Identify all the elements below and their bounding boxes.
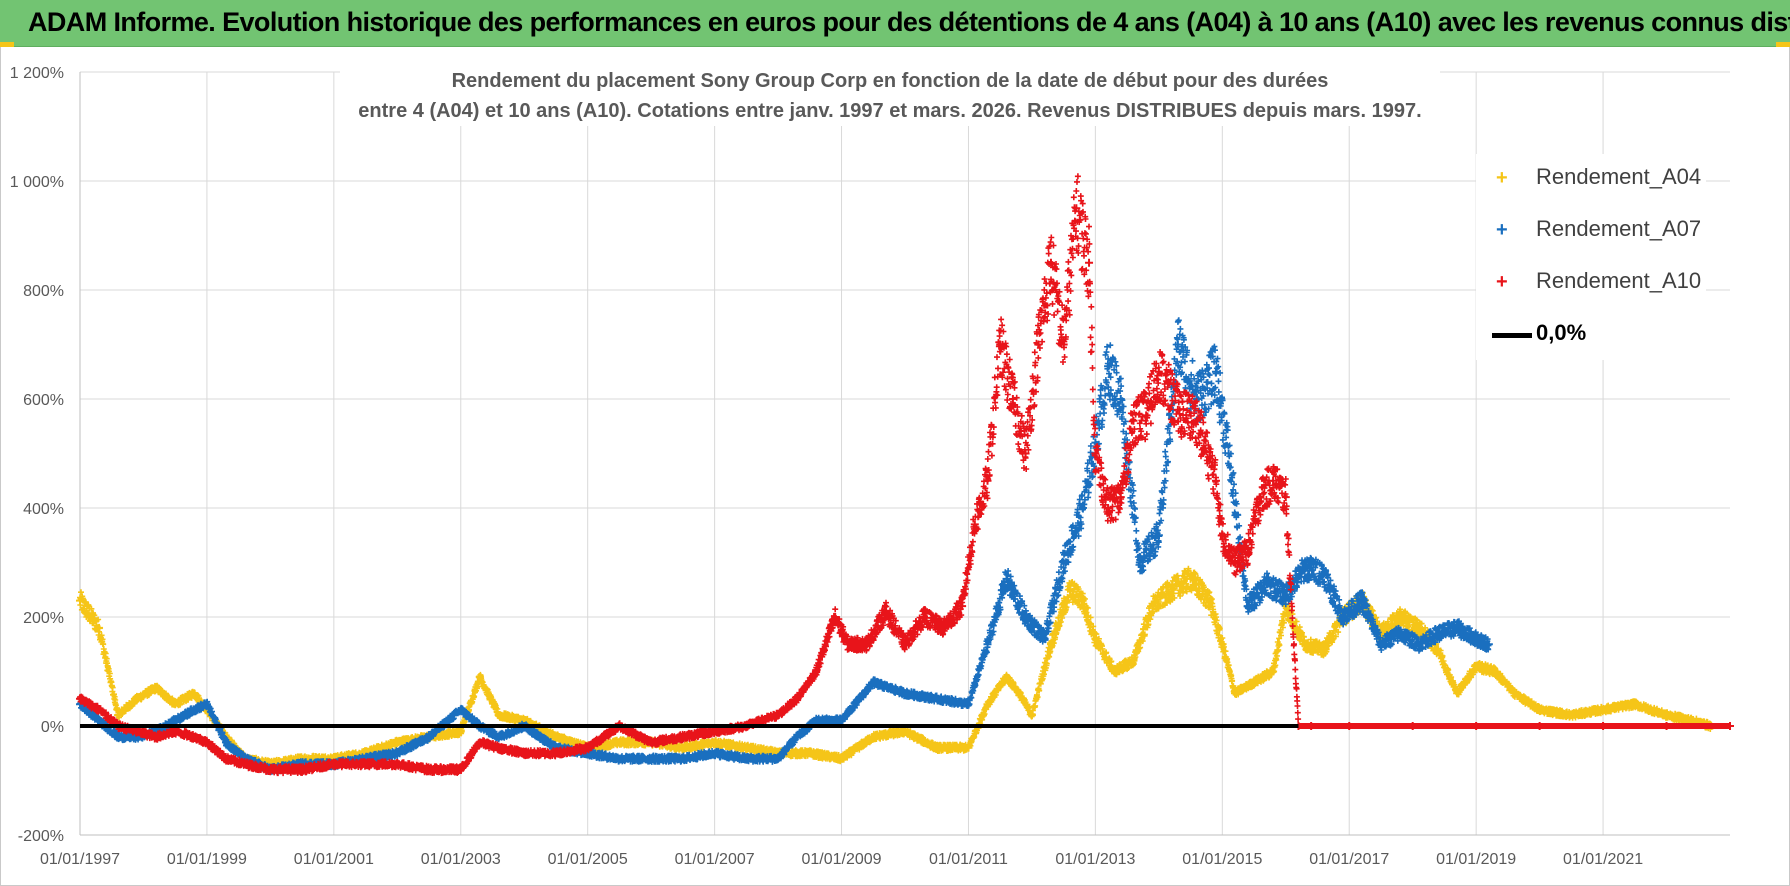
legend-item-a04: + Rendement_A04 [1476,164,1706,194]
x-tick-label: 01/01/2009 [801,851,881,868]
y-tick-label: 600% [23,392,64,409]
legend-item-a07: + Rendement_A07 [1476,216,1706,246]
chart-title: Rendement du placement Sony Group Corp e… [340,66,1440,126]
legend-marker-a04: + [1496,167,1508,189]
corner-accent-left [0,42,14,47]
y-axis: -200% 0% 200% 400% 600% 800% 1 000% 1 200% [10,65,81,845]
x-tick-label: 01/01/2007 [675,851,755,868]
x-tick-label: 01/01/2013 [1055,851,1135,868]
x-tick-label: 01/01/1999 [167,851,247,868]
x-tick-label: 01/01/1997 [40,851,120,868]
y-tick-label: 200% [23,610,64,627]
legend-label-a04: Rendement_A04 [1536,164,1702,189]
y-tick-label: 1 000% [10,174,64,191]
legend-label-a10: Rendement_A10 [1536,268,1702,293]
legend: + Rendement_A04 + Rendement_A07 + Rendem… [1476,154,1706,360]
chart-title-line2: entre 4 (A04) et 10 ans (A10). Cotations… [358,100,1422,122]
x-tick-label: 01/01/2011 [929,851,1008,868]
banner-title: ADAM Informe. Evolution historique des p… [28,7,1790,37]
plot-area [76,173,1734,777]
x-axis: 01/01/1997 01/01/1999 01/01/2001 01/01/2003… [40,834,1730,868]
legend-marker-a07: + [1496,219,1508,241]
y-tick-label: 400% [23,501,64,518]
y-tick-label: 1 200% [10,65,64,82]
series-Rendement_A04 [76,565,1734,770]
legend-marker-a10: + [1496,271,1508,293]
y-tick-label: 0% [41,719,64,736]
x-tick-label: 01/01/2017 [1309,851,1389,868]
data-point [1008,395,1017,403]
y-tick-label: 800% [23,283,64,300]
x-tick-label: 01/01/2003 [421,851,501,868]
x-tick-label: 01/01/2005 [548,851,628,868]
x-tick-label: 01/01/2021 [1563,851,1643,868]
legend-label-zero: 0,0% [1536,320,1587,345]
x-tick-label: 01/01/2019 [1436,851,1516,868]
series-Rendement_A10 [76,173,1734,777]
banner: ADAM Informe. Evolution historique des p… [0,0,1790,47]
legend-item-zero: 0,0% [1476,320,1706,350]
series-Rendement_A07 [76,317,1493,775]
y-tick-label: -200% [18,828,64,845]
series-cloud [77,565,1733,770]
chart-title-line1: Rendement du placement Sony Group Corp e… [451,70,1329,92]
data-point [1085,258,1094,267]
legend-item-a10: + Rendement_A10 [1476,268,1706,298]
x-tick-label: 01/01/2015 [1182,851,1262,868]
legend-label-a07: Rendement_A07 [1536,216,1702,241]
legend-line-zero [1492,333,1532,338]
corner-accent-right [1776,42,1790,47]
x-tick-label: 01/01/2001 [294,851,374,868]
